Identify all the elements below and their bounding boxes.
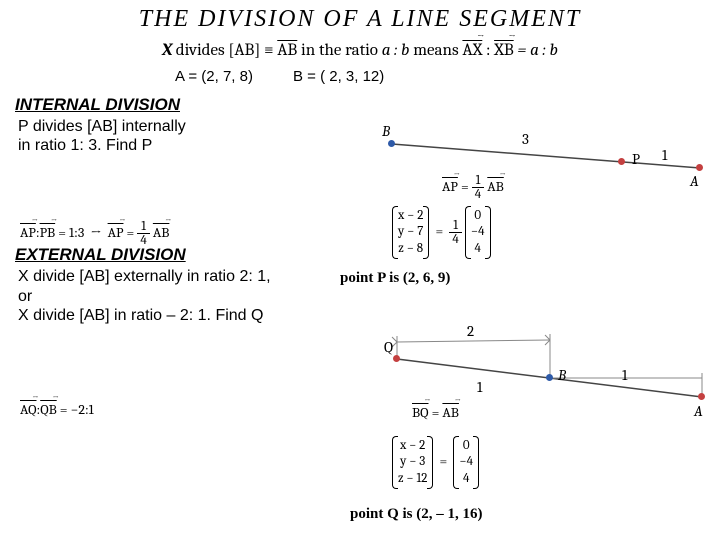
point-b-label: B <box>382 122 390 140</box>
external-diag-formula: →BQ = →AB <box>412 404 459 421</box>
internal-diag-formula: →AP = 14 →AB <box>442 174 504 201</box>
point-a-label: A <box>690 172 699 190</box>
eq-ratio: = a : b <box>514 41 558 60</box>
point-p-label: P <box>632 150 640 168</box>
meaning-line: X divides [AB] ≡ AB in the ratio a : b m… <box>0 41 720 60</box>
point-a-dot-2 <box>698 393 705 400</box>
external-diagram: Q B A 2 1 1 →BQ = →AB <box>382 324 712 424</box>
external-heading: EXTERNAL DIVISION <box>15 245 720 265</box>
ax-bar: →AX <box>462 41 482 60</box>
external-matrix-eq: x − 2y − 3z − 12 = 0−44 <box>392 436 479 489</box>
seg-1: 1 <box>662 146 667 164</box>
seg-3: 3 <box>522 130 529 148</box>
means-text: means <box>409 41 462 60</box>
given-points: A = (2, 7, 8) B = ( 2, 3, 12) <box>0 68 720 85</box>
point-p-dot <box>618 158 625 165</box>
external-eq-1: →AQ:→QB = −2:1 <box>20 401 94 418</box>
point-b-dot-2 <box>546 374 553 381</box>
point-q-label: Q <box>384 338 393 356</box>
point-a-dot <box>696 164 703 171</box>
ab-bar: AB <box>277 41 297 60</box>
ratio-ab: a : b <box>382 41 410 60</box>
internal-matrix-eq: x − 2y − 7z − 8 = 14 0−44 <box>392 206 491 259</box>
point-a-label-2: A <box>694 402 703 420</box>
in-ratio-text: in the ratio <box>297 41 381 60</box>
internal-answer: point P is (2, 6, 9) <box>340 270 450 287</box>
point-b-dot <box>388 140 395 147</box>
point-a: A = (2, 7, 8) <box>175 68 253 85</box>
internal-heading: INTERNAL DIVISION <box>15 95 720 115</box>
x-var: X <box>162 41 172 60</box>
point-b-label-2: B <box>558 366 566 384</box>
xb-bar: →XB <box>494 41 514 60</box>
seg-ba-1: 1 <box>622 366 627 384</box>
page-title: THE DIVISION OF A LINE SEGMENT <box>0 6 720 33</box>
external-answer: point Q is (2, – 1, 16) <box>350 506 483 523</box>
divides-text: divides [AB] ≡ <box>172 41 277 60</box>
seg-qb-1: 1 <box>477 378 482 396</box>
seg-top-2: 2 <box>467 322 474 340</box>
internal-eq-1: →AP:→PB = 1:3 → →AP = 14 →AB <box>20 220 169 247</box>
internal-diagram: B 3 P 1 A →AP = 14 →AB <box>382 128 712 198</box>
point-q-dot <box>393 355 400 362</box>
point-b: B = ( 2, 3, 12) <box>293 68 384 85</box>
